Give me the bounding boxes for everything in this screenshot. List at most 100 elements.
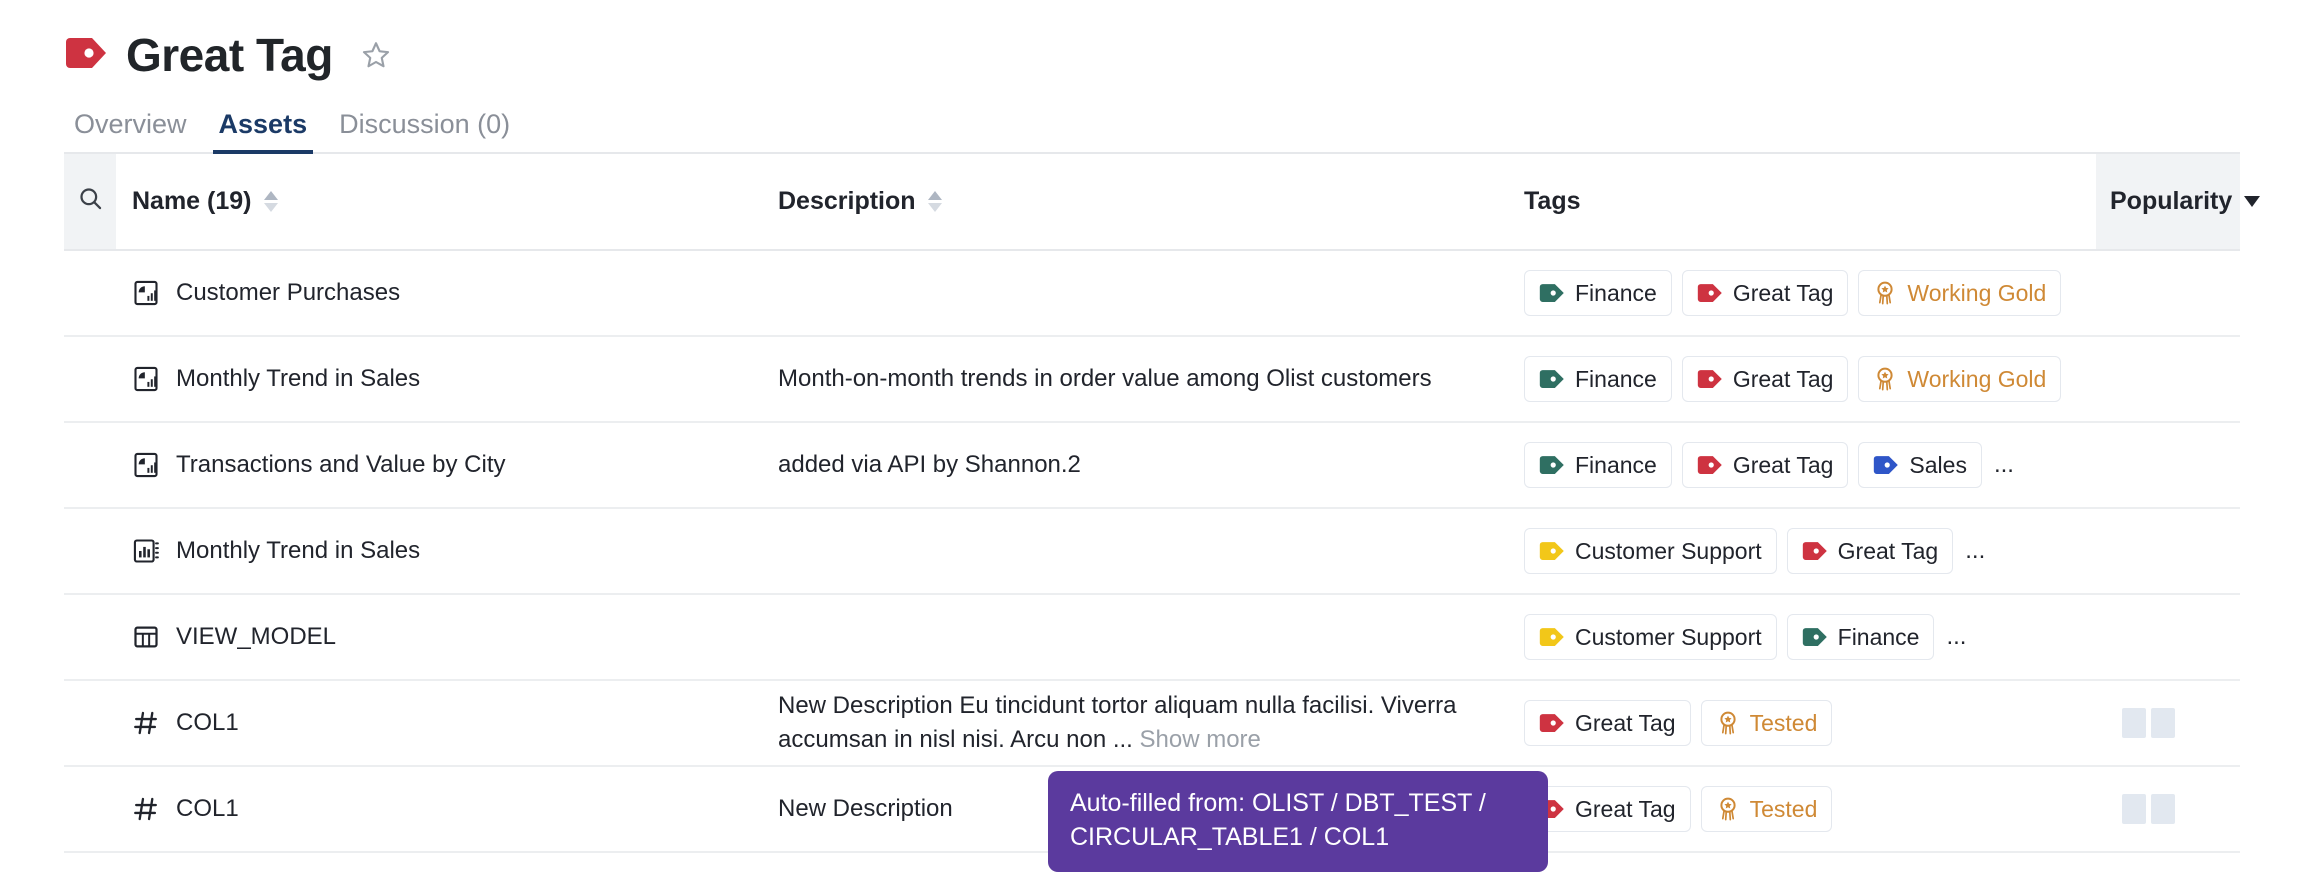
page-title: Great Tag xyxy=(126,29,333,81)
column-header-name[interactable]: Name (19) xyxy=(116,154,778,251)
tag-chip[interactable]: Great Tag xyxy=(1681,356,1849,402)
certification-chip[interactable]: Tested xyxy=(1700,700,1833,746)
cell-description: New Description Eu tincidunt tortor aliq… xyxy=(778,680,1524,767)
tag-chip-list: Great Tag Tested xyxy=(1524,700,2096,746)
table-body: Customer Purchases Finance Great Tag Workin… xyxy=(64,250,2240,853)
tag-icon xyxy=(1539,283,1565,303)
column-hash-icon xyxy=(132,795,160,823)
tag-chip[interactable]: Great Tag xyxy=(1524,700,1691,746)
chip-label: Finance xyxy=(1575,279,1657,306)
chip-label: Customer Support xyxy=(1575,537,1762,564)
tag-chip[interactable]: Great Tag xyxy=(1524,786,1691,832)
column-header-description[interactable]: Description xyxy=(778,154,1524,251)
chip-label: Great Tag xyxy=(1575,709,1676,736)
chart-icon xyxy=(132,537,160,565)
asset-name-link[interactable]: COL1 xyxy=(176,709,239,736)
table-row[interactable]: VIEW_MODEL Customer Support Finance... xyxy=(64,594,2240,681)
cell-popularity xyxy=(2096,680,2240,767)
tag-chip[interactable]: Finance xyxy=(1524,270,1672,316)
column-header-description-label: Description xyxy=(778,187,916,215)
cell-description xyxy=(778,508,1524,595)
tab-overview[interactable]: Overview xyxy=(74,109,187,139)
popularity-bar xyxy=(2122,708,2146,738)
table-icon xyxy=(132,623,160,651)
table-row[interactable]: Transactions and Value by City added via … xyxy=(64,422,2240,509)
chevron-up-icon xyxy=(927,191,942,200)
column-header-popularity[interactable]: Popularity xyxy=(2096,154,2261,251)
tab-discussion[interactable]: Discussion (0) xyxy=(339,109,511,139)
cell-tags: Great Tag Tested xyxy=(1524,766,2096,853)
cell-name[interactable]: Customer Purchases xyxy=(116,250,778,337)
cell-tags: Finance Great Tag Working Gold xyxy=(1524,250,2096,337)
cell-name[interactable]: VIEW_MODEL xyxy=(116,594,778,681)
asset-name-link[interactable]: VIEW_MODEL xyxy=(176,623,337,650)
chip-label: Tested xyxy=(1749,795,1818,822)
cell-description xyxy=(778,250,1524,337)
show-more-link[interactable]: Show more xyxy=(1132,726,1261,753)
row-spacer-cell xyxy=(64,422,116,509)
cell-name[interactable]: Transactions and Value by City xyxy=(116,422,778,509)
certification-chip[interactable]: Tested xyxy=(1700,786,1833,832)
description-text: added via API by Shannon.2 xyxy=(778,450,1081,478)
tag-chip[interactable]: Great Tag xyxy=(1681,442,1849,488)
column-header-tags: Tags xyxy=(1524,154,2096,251)
tag-icon xyxy=(1539,627,1565,647)
tag-chip[interactable]: Great Tag xyxy=(1786,528,1954,574)
tag-chip[interactable]: Finance xyxy=(1786,614,1935,660)
tag-icon xyxy=(1697,455,1723,475)
star-outline-icon[interactable] xyxy=(359,38,393,72)
tag-overflow-ellipsis[interactable]: ... xyxy=(1993,451,2014,478)
row-spacer-cell xyxy=(64,336,116,423)
chip-label: Tested xyxy=(1749,709,1818,736)
tag-chip[interactable]: Customer Support xyxy=(1524,614,1777,660)
certification-chip[interactable]: Working Gold xyxy=(1858,356,2062,402)
cell-name[interactable]: Monthly Trend in Sales xyxy=(116,336,778,423)
tag-icon xyxy=(1539,713,1565,733)
table-row[interactable]: COL1 New Description Eu tincidunt tortor … xyxy=(64,680,2240,767)
chip-label: Finance xyxy=(1575,451,1657,478)
cell-name[interactable]: COL1 xyxy=(116,680,778,767)
row-spacer-cell xyxy=(64,680,116,767)
cell-tags: Finance Great Tag Working Gold xyxy=(1524,336,2096,423)
chevron-down-icon[interactable] xyxy=(2244,196,2261,207)
tab-assets[interactable]: Assets xyxy=(203,111,324,154)
tag-chip-list: Great Tag Tested xyxy=(1524,786,2096,832)
table-row[interactable]: Customer Purchases Finance Great Tag Workin… xyxy=(64,250,2240,337)
tag-chip[interactable]: Sales xyxy=(1858,442,1982,488)
certification-chip[interactable]: Working Gold xyxy=(1858,270,2062,316)
tag-chip[interactable]: Customer Support xyxy=(1524,528,1777,574)
chevron-up-icon xyxy=(263,191,278,200)
tag-icon xyxy=(1539,799,1565,819)
popularity-bars xyxy=(2096,708,2240,738)
asset-name-link[interactable]: Monthly Trend in Sales xyxy=(176,537,421,564)
asset-name-link[interactable]: Monthly Trend in Sales xyxy=(176,365,421,392)
sort-toggle-description[interactable] xyxy=(927,191,942,212)
table-row[interactable]: COL1 New Description Great Tag Tested xyxy=(64,766,2240,853)
description-text: New Description Eu tincidunt tortor aliq… xyxy=(778,691,1457,753)
search-button[interactable] xyxy=(64,154,116,251)
table-row[interactable]: Monthly Trend in Sales Customer Support Gr… xyxy=(64,508,2240,595)
tag-chip[interactable]: Finance xyxy=(1524,442,1672,488)
table-row[interactable]: Monthly Trend in Sales Month-on-month tre… xyxy=(64,336,2240,423)
tag-icon xyxy=(1802,627,1828,647)
tag-overflow-ellipsis[interactable]: ... xyxy=(1946,623,1967,650)
tag-chip[interactable]: Finance xyxy=(1524,356,1672,402)
tag-overflow-ellipsis[interactable]: ... xyxy=(1965,537,1986,564)
tag-chip[interactable]: Great Tag xyxy=(1681,270,1849,316)
cell-description: added via API by Shannon.2 xyxy=(778,422,1524,509)
asset-name-link[interactable]: COL1 xyxy=(176,795,239,822)
asset-name-link[interactable]: Transactions and Value by City xyxy=(176,451,506,478)
cell-name[interactable]: COL1 xyxy=(116,766,778,853)
cell-name[interactable]: Monthly Trend in Sales xyxy=(116,508,778,595)
chip-label: Great Tag xyxy=(1732,279,1834,306)
certificate-icon xyxy=(1873,280,1897,306)
certificate-icon xyxy=(1716,796,1740,822)
tag-icon xyxy=(1873,455,1899,475)
tag-icon xyxy=(64,36,108,75)
chip-label: Finance xyxy=(1575,365,1657,392)
asset-name-link[interactable]: Customer Purchases xyxy=(176,279,401,306)
cell-popularity xyxy=(2096,766,2240,853)
sort-toggle-name[interactable] xyxy=(263,191,278,212)
tag-icon xyxy=(1539,455,1565,475)
chip-label: Great Tag xyxy=(1732,451,1834,478)
